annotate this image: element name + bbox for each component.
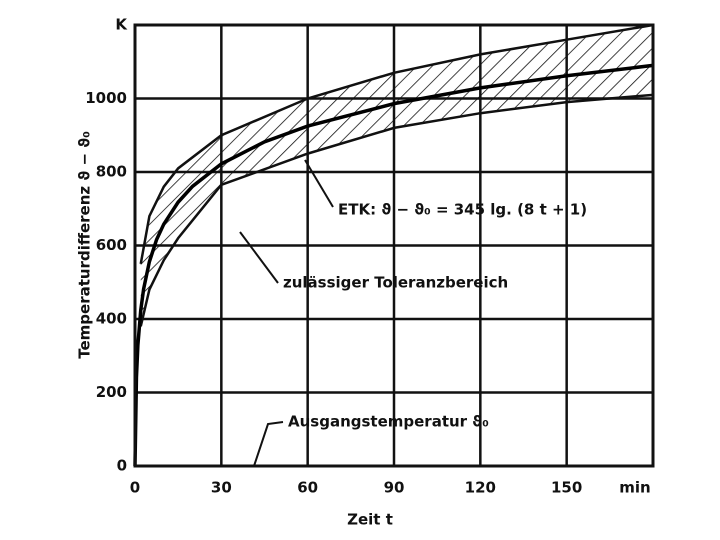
leader-line: [253, 421, 284, 467]
y-tick-label: 600: [96, 236, 127, 254]
x-tick-label: 150: [551, 479, 582, 497]
y-tick-label: 0: [117, 457, 127, 475]
y-tick-label: 400: [96, 310, 127, 328]
x-tick-label: 120: [465, 479, 496, 497]
annotation: zulässiger Toleranzbereich: [283, 274, 508, 292]
frame: [133, 23, 655, 468]
y-tick-label: 200: [96, 383, 127, 401]
tolerance-band: [140, 25, 653, 327]
leader-line: [239, 231, 279, 284]
leader-line: [304, 159, 334, 208]
band-edge: [139, 93, 654, 327]
x-tick-label: min: [619, 479, 650, 497]
y-axis-label: Temperaturdifferenz ϑ − ϑ₀: [76, 131, 94, 359]
x-tick-label: 30: [211, 479, 232, 497]
y-tick-label: K: [115, 16, 128, 34]
annotation: Ausgangstemperatur ϑ₀: [288, 413, 489, 431]
plot-area: [133, 23, 655, 468]
x-tick-label: 90: [384, 479, 405, 497]
y-tick-label: 1000: [85, 89, 127, 107]
band-edge: [139, 23, 654, 265]
y-tick-label: 800: [96, 163, 127, 181]
etk-curve: [133, 63, 654, 467]
x-axis-label: Zeit t: [347, 511, 393, 529]
x-tick-label: 60: [297, 479, 318, 497]
x-tick-label: 0: [130, 479, 140, 497]
annotation: ETK: ϑ − ϑ₀ = 345 lg. (8 t + 1): [338, 201, 587, 219]
